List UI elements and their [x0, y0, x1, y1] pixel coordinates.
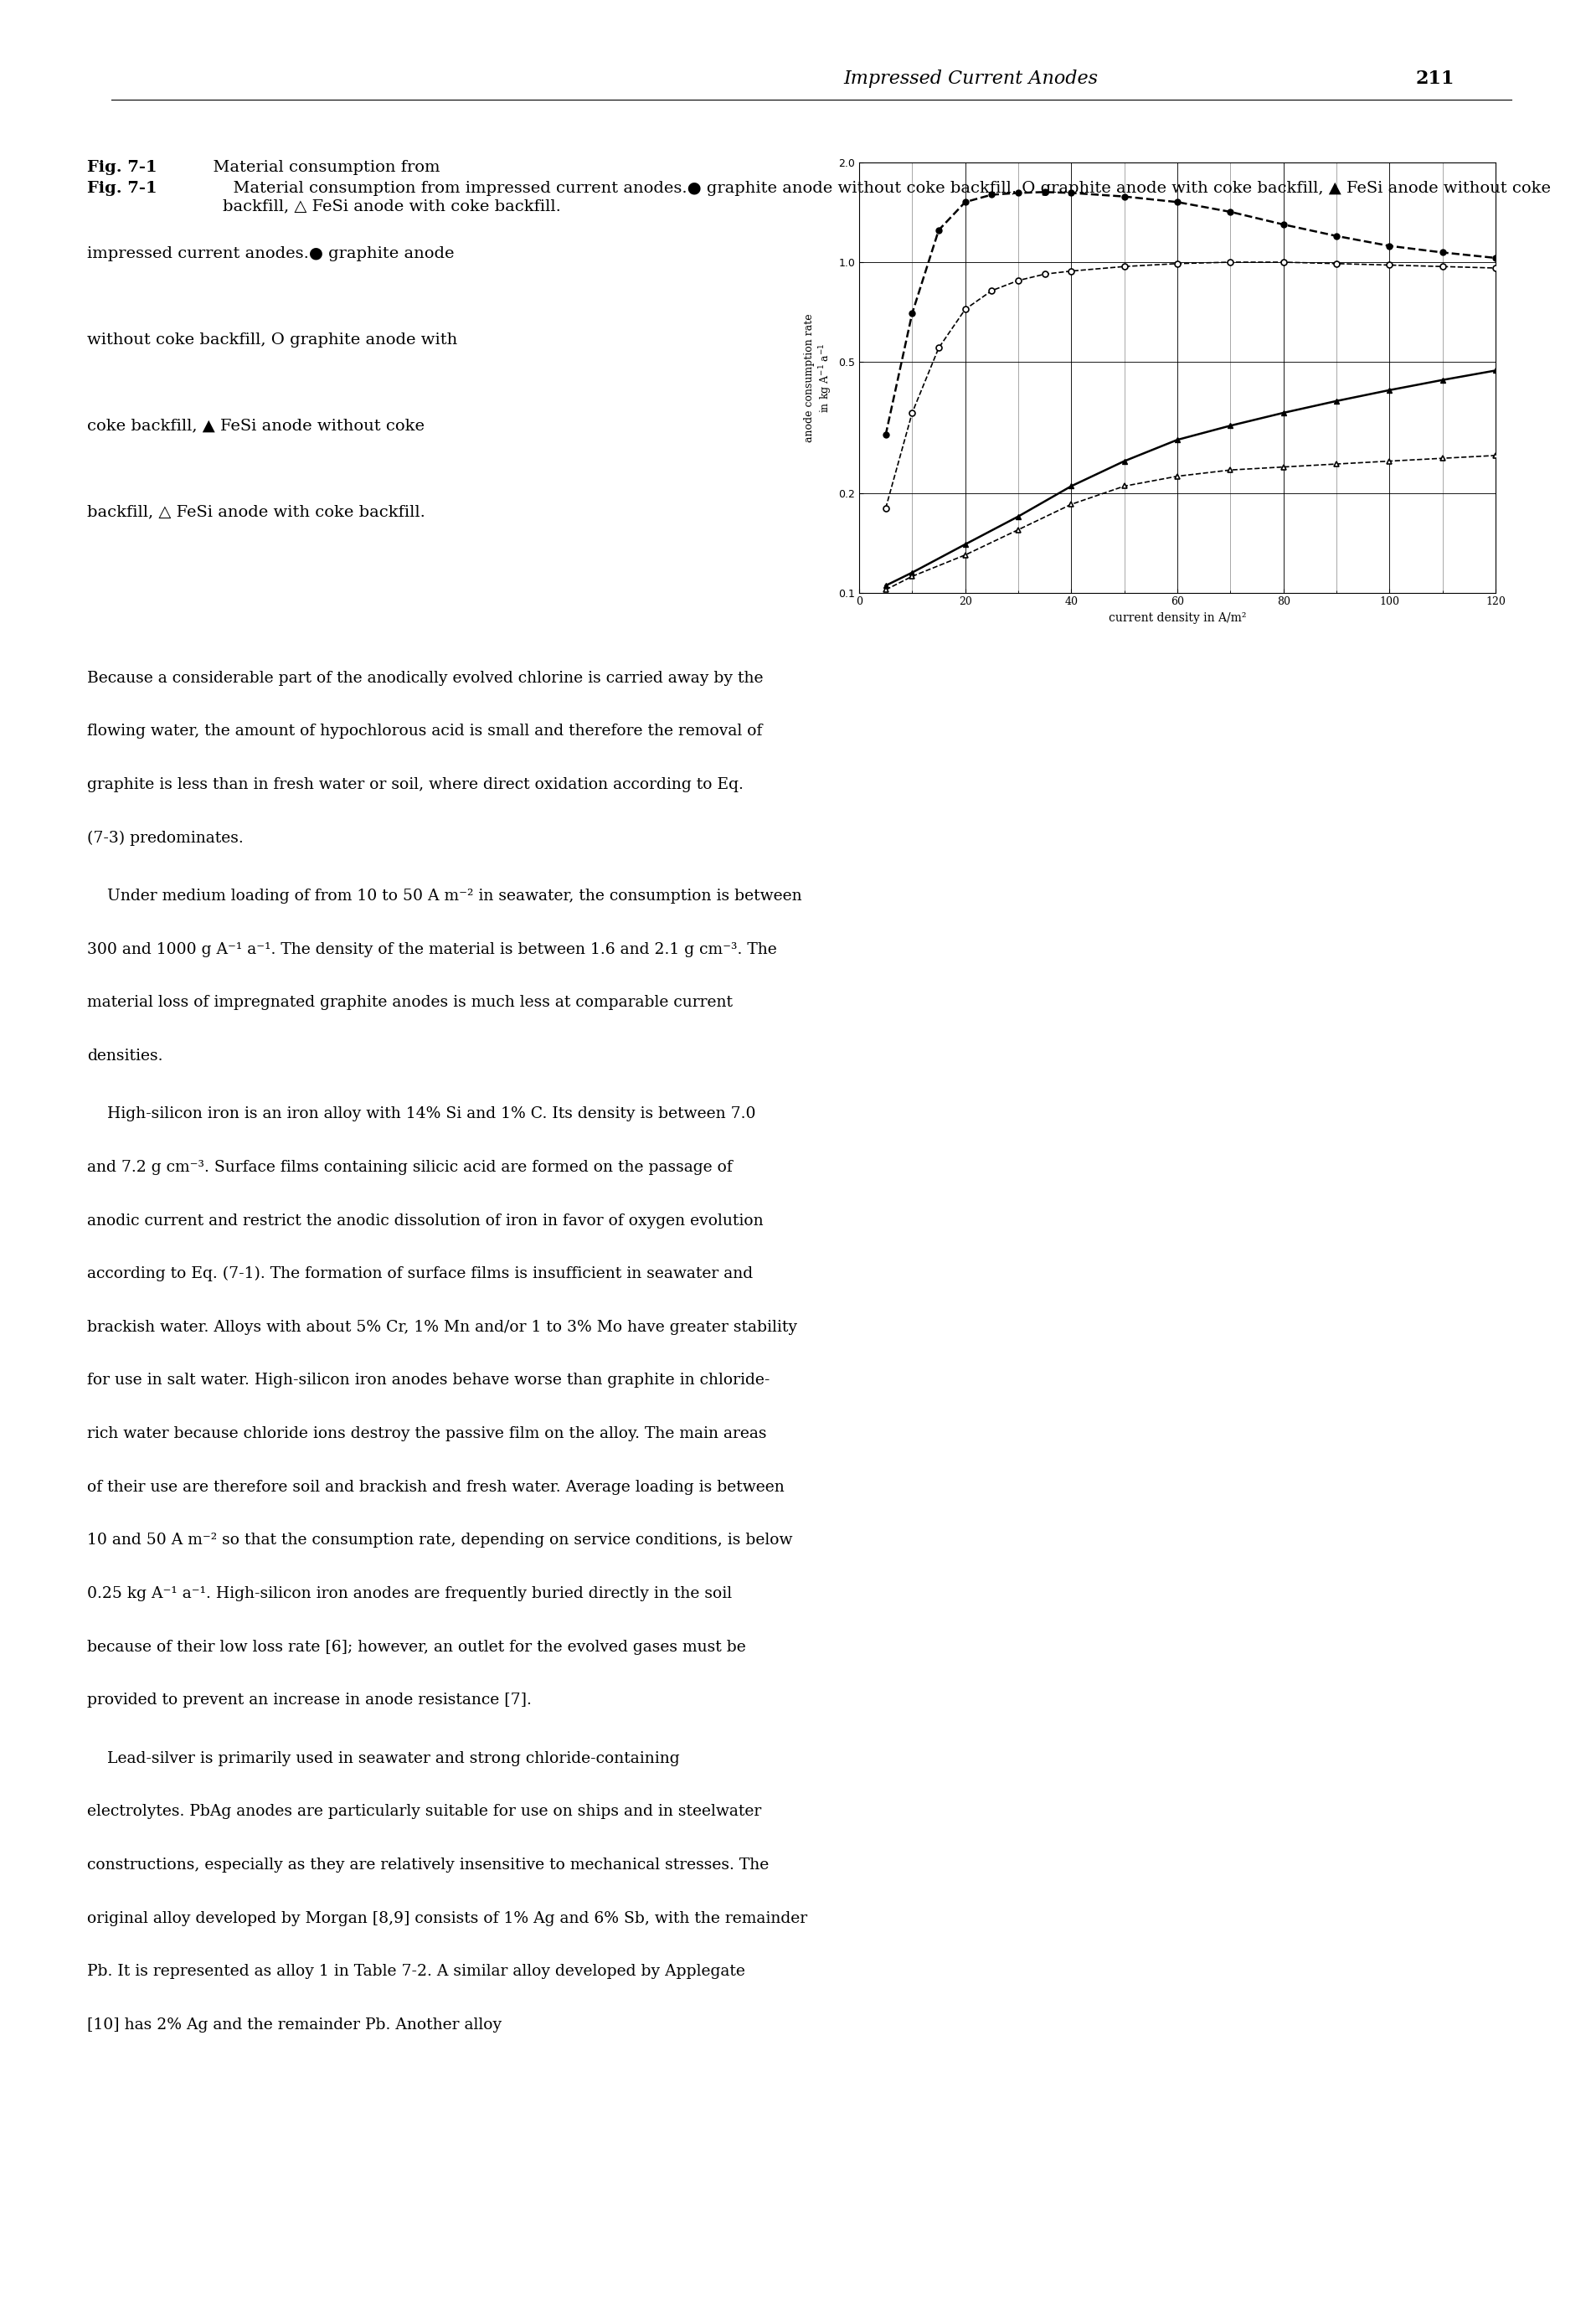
- Text: 211: 211: [1416, 70, 1454, 88]
- Text: provided to prevent an increase in anode resistance [7].: provided to prevent an increase in anode…: [88, 1692, 531, 1708]
- Text: 10 and 50 A m⁻² so that the consumption rate, depending on service conditions, i: 10 and 50 A m⁻² so that the consumption …: [88, 1534, 792, 1548]
- Text: rich water because chloride ions destroy the passive film on the alloy. The main: rich water because chloride ions destroy…: [88, 1427, 767, 1441]
- Text: impressed current anodes.● graphite anode: impressed current anodes.● graphite anod…: [88, 246, 455, 260]
- Text: without coke backfill, O graphite anode with: without coke backfill, O graphite anode …: [88, 332, 458, 346]
- Text: electrolytes. PbAg anodes are particularly suitable for use on ships and in stee: electrolytes. PbAg anodes are particular…: [88, 1803, 762, 1820]
- Text: for use in salt water. High-silicon iron anodes behave worse than graphite in ch: for use in salt water. High-silicon iron…: [88, 1373, 770, 1387]
- Text: because of their low loss rate [6]; however, an outlet for the evolved gases mus: because of their low loss rate [6]; howe…: [88, 1638, 746, 1655]
- Text: (7-3) predominates.: (7-3) predominates.: [88, 830, 243, 846]
- X-axis label: current density in A/m²: current density in A/m²: [1109, 611, 1246, 623]
- Text: Because a considerable part of the anodically evolved chlorine is carried away b: Because a considerable part of the anodi…: [88, 669, 764, 686]
- Text: 0.25 kg A⁻¹ a⁻¹. High-silicon iron anodes are frequently buried directly in the : 0.25 kg A⁻¹ a⁻¹. High-silicon iron anode…: [88, 1587, 732, 1601]
- Text: brackish water. Alloys with about 5% Cr, 1% Mn and/or 1 to 3% Mo have greater st: brackish water. Alloys with about 5% Cr,…: [88, 1320, 797, 1334]
- Text: flowing water, the amount of hypochlorous acid is small and therefore the remova: flowing water, the amount of hypochlorou…: [88, 723, 762, 739]
- Text: constructions, especially as they are relatively insensitive to mechanical stres: constructions, especially as they are re…: [88, 1857, 770, 1873]
- Text: according to Eq. (7-1). The formation of surface films is insufficient in seawat: according to Eq. (7-1). The formation of…: [88, 1267, 753, 1283]
- Text: Fig. 7-1: Fig. 7-1: [88, 160, 158, 174]
- Text: Pb. It is represented as alloy 1 in Table 7-2. A similar alloy developed by Appl: Pb. It is represented as alloy 1 in Tabl…: [88, 1964, 746, 1980]
- Y-axis label: anode consumption rate
in kg A$^{-1}$ a$^{-1}$: anode consumption rate in kg A$^{-1}$ a$…: [803, 314, 834, 442]
- Text: densities.: densities.: [88, 1048, 164, 1064]
- Text: 300 and 1000 g A⁻¹ a⁻¹. The density of the material is between 1.6 and 2.1 g cm⁻: 300 and 1000 g A⁻¹ a⁻¹. The density of t…: [88, 941, 778, 957]
- Text: coke backfill, ▲ FeSi anode without coke: coke backfill, ▲ FeSi anode without coke: [88, 418, 425, 435]
- Text: material loss of impregnated graphite anodes is much less at comparable current: material loss of impregnated graphite an…: [88, 995, 733, 1011]
- Text: graphite is less than in fresh water or soil, where direct oxidation according t: graphite is less than in fresh water or …: [88, 776, 745, 792]
- Text: original alloy developed by Morgan [8,9] consists of 1% Ag and 6% Sb, with the r: original alloy developed by Morgan [8,9]…: [88, 1910, 808, 1927]
- Text: Impressed Current Anodes: Impressed Current Anodes: [843, 70, 1098, 88]
- Text: and 7.2 g cm⁻³. Surface films containing silicic acid are formed on the passage : and 7.2 g cm⁻³. Surface films containing…: [88, 1160, 733, 1176]
- Text: Fig. 7-1: Fig. 7-1: [88, 181, 158, 195]
- Text: High-silicon iron is an iron alloy with 14% Si and 1% C. Its density is between : High-silicon iron is an iron alloy with …: [88, 1106, 756, 1122]
- Text: Material consumption from: Material consumption from: [204, 160, 441, 174]
- Text: of their use are therefore soil and brackish and fresh water. Average loading is: of their use are therefore soil and brac…: [88, 1480, 784, 1494]
- Text: [10] has 2% Ag and the remainder Pb. Another alloy: [10] has 2% Ag and the remainder Pb. Ano…: [88, 2017, 503, 2034]
- Text: backfill, △ FeSi anode with coke backfill.: backfill, △ FeSi anode with coke backfil…: [88, 504, 426, 521]
- Text: Lead-silver is primarily used in seawater and strong chloride-containing: Lead-silver is primarily used in seawate…: [88, 1750, 679, 1766]
- Text: Under medium loading of from 10 to 50 A m⁻² in seawater, the consumption is betw: Under medium loading of from 10 to 50 A …: [88, 888, 802, 904]
- Text: Material consumption from impressed current anodes.● graphite anode without coke: Material consumption from impressed curr…: [223, 181, 1551, 214]
- Text: anodic current and restrict the anodic dissolution of iron in favor of oxygen ev: anodic current and restrict the anodic d…: [88, 1213, 764, 1227]
